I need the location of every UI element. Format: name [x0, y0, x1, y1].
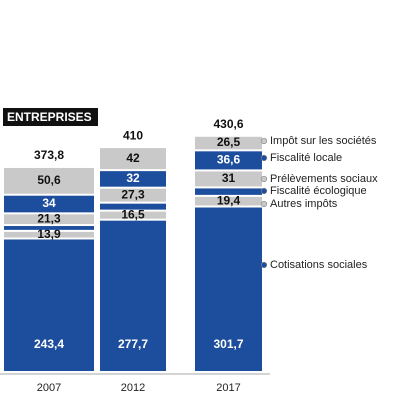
value-label: 42 [126, 151, 140, 165]
bar-segment [100, 211, 166, 219]
total-label: 410 [123, 128, 143, 142]
legend-marker [260, 187, 268, 195]
value-label: 301,7 [213, 337, 243, 351]
bar-segment [100, 220, 166, 371]
chart-title: ENTREPRISES [7, 110, 92, 124]
bar-segment [195, 196, 262, 206]
value-label: 13,9 [37, 227, 61, 241]
bar-segment [4, 195, 94, 213]
bar-segment [4, 226, 94, 230]
title-box [3, 108, 98, 126]
bar-segment [100, 203, 166, 210]
legend-marker [260, 154, 268, 162]
total-label: 373,8 [34, 148, 64, 162]
value-label: 277,7 [118, 337, 148, 351]
bar-segment [195, 207, 262, 371]
bar-segment [195, 136, 262, 150]
value-label: 243,4 [34, 337, 64, 351]
value-label: 36,6 [217, 153, 241, 167]
legend-label: Prélèvements sociaux [270, 173, 378, 185]
value-label: 21,3 [37, 211, 61, 225]
x-tick-label: 2017 [216, 382, 240, 394]
legend-label: Fiscalité écologique [270, 185, 367, 197]
value-label: 26,5 [217, 135, 241, 149]
bar-segment [100, 171, 166, 187]
legend-marker [260, 137, 268, 145]
value-label: 16,5 [121, 207, 145, 221]
value-label: 50,6 [37, 173, 61, 187]
bar-segment [195, 151, 262, 170]
total-label: 430,6 [213, 117, 243, 131]
legend-label: Impôt sur les sociétés [270, 135, 377, 147]
x-tick-label: 2007 [37, 382, 61, 394]
bar-segment [4, 167, 94, 194]
legend-marker [260, 200, 268, 208]
value-label: 27,3 [121, 187, 145, 201]
bar-segment [4, 214, 94, 225]
legend-label: Autres impôts [270, 198, 338, 210]
bar-segment [195, 171, 262, 187]
legend-marker [260, 175, 268, 183]
legend-label: Cotisations sociales [270, 259, 368, 271]
bar-segment [100, 148, 166, 170]
value-label: 34 [42, 196, 56, 210]
bar-segment [4, 231, 94, 238]
x-tick-label: 2012 [121, 382, 145, 394]
bar-segment [195, 188, 262, 195]
value-label: 19,4 [217, 193, 241, 207]
bar-segment [4, 239, 94, 371]
bar-segment [100, 188, 166, 202]
legend-marker [260, 261, 268, 269]
value-label: 32 [126, 171, 140, 185]
value-label: 31 [222, 171, 236, 185]
legend-label: Fiscalité locale [270, 152, 342, 164]
